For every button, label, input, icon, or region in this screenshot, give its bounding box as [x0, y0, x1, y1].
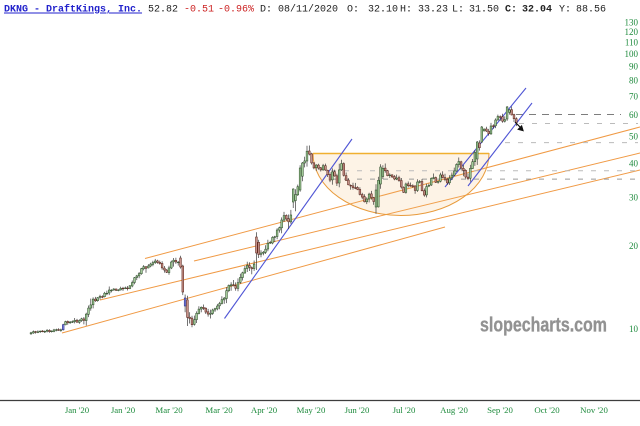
svg-text:Oct '20: Oct '20: [534, 405, 560, 415]
svg-text:O:: O:: [347, 5, 359, 16]
svg-text:Jan '20: Jan '20: [111, 405, 136, 415]
svg-text:10: 10: [629, 324, 639, 334]
svg-text:D: 08/11/2020: D: 08/11/2020: [260, 4, 338, 16]
svg-text:Mar '20: Mar '20: [205, 405, 233, 415]
svg-text:32.04: 32.04: [522, 5, 552, 16]
svg-text:110: 110: [625, 37, 639, 47]
svg-text:33.23: 33.23: [418, 5, 448, 16]
svg-text:Jul '20: Jul '20: [393, 405, 416, 415]
svg-text:slopecharts.com: slopecharts.com: [480, 314, 607, 337]
svg-text:20: 20: [629, 241, 639, 251]
svg-text:40: 40: [629, 158, 639, 168]
svg-text:90: 90: [629, 62, 639, 72]
svg-text:100: 100: [625, 49, 639, 59]
svg-text:-0.96%: -0.96%: [218, 5, 254, 16]
svg-text:50: 50: [629, 132, 639, 142]
svg-text:C:: C:: [505, 5, 517, 16]
svg-text:80: 80: [629, 76, 639, 86]
svg-text:88.56: 88.56: [576, 5, 606, 16]
svg-text:Apr '20: Apr '20: [251, 405, 278, 415]
svg-text:May '20: May '20: [297, 405, 326, 415]
svg-text:Mar '20: Mar '20: [155, 405, 183, 415]
svg-text:Jan '20: Jan '20: [65, 405, 90, 415]
svg-text:130: 130: [625, 18, 639, 28]
svg-text:H:: H:: [400, 5, 412, 16]
svg-text:31.50: 31.50: [469, 5, 499, 16]
svg-text:Nov '20: Nov '20: [580, 405, 608, 415]
svg-text:30: 30: [629, 193, 639, 203]
svg-text:L:: L:: [452, 5, 464, 16]
svg-text:60: 60: [629, 110, 639, 120]
svg-text:52.82: 52.82: [148, 5, 178, 16]
svg-text:32.10: 32.10: [368, 5, 398, 16]
svg-text:Sep '20: Sep '20: [487, 405, 513, 415]
svg-text:120: 120: [625, 27, 639, 37]
svg-text:DKNG - DraftKings, Inc.: DKNG - DraftKings, Inc.: [4, 4, 142, 16]
svg-text:-0.51: -0.51: [184, 5, 214, 16]
svg-text:70: 70: [629, 92, 639, 102]
svg-text:Jun '20: Jun '20: [345, 405, 370, 415]
svg-text:Aug '20: Aug '20: [440, 405, 468, 415]
svg-text:Y:: Y:: [559, 5, 571, 16]
